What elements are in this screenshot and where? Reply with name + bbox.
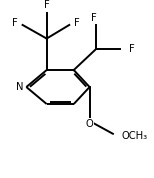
Text: OCH₃: OCH₃: [122, 131, 148, 141]
Text: O: O: [86, 119, 93, 129]
Text: N: N: [16, 82, 23, 92]
Text: F: F: [12, 18, 18, 28]
Text: F: F: [91, 13, 97, 23]
Text: F: F: [44, 1, 50, 11]
Text: F: F: [129, 44, 134, 54]
Text: F: F: [74, 18, 80, 28]
